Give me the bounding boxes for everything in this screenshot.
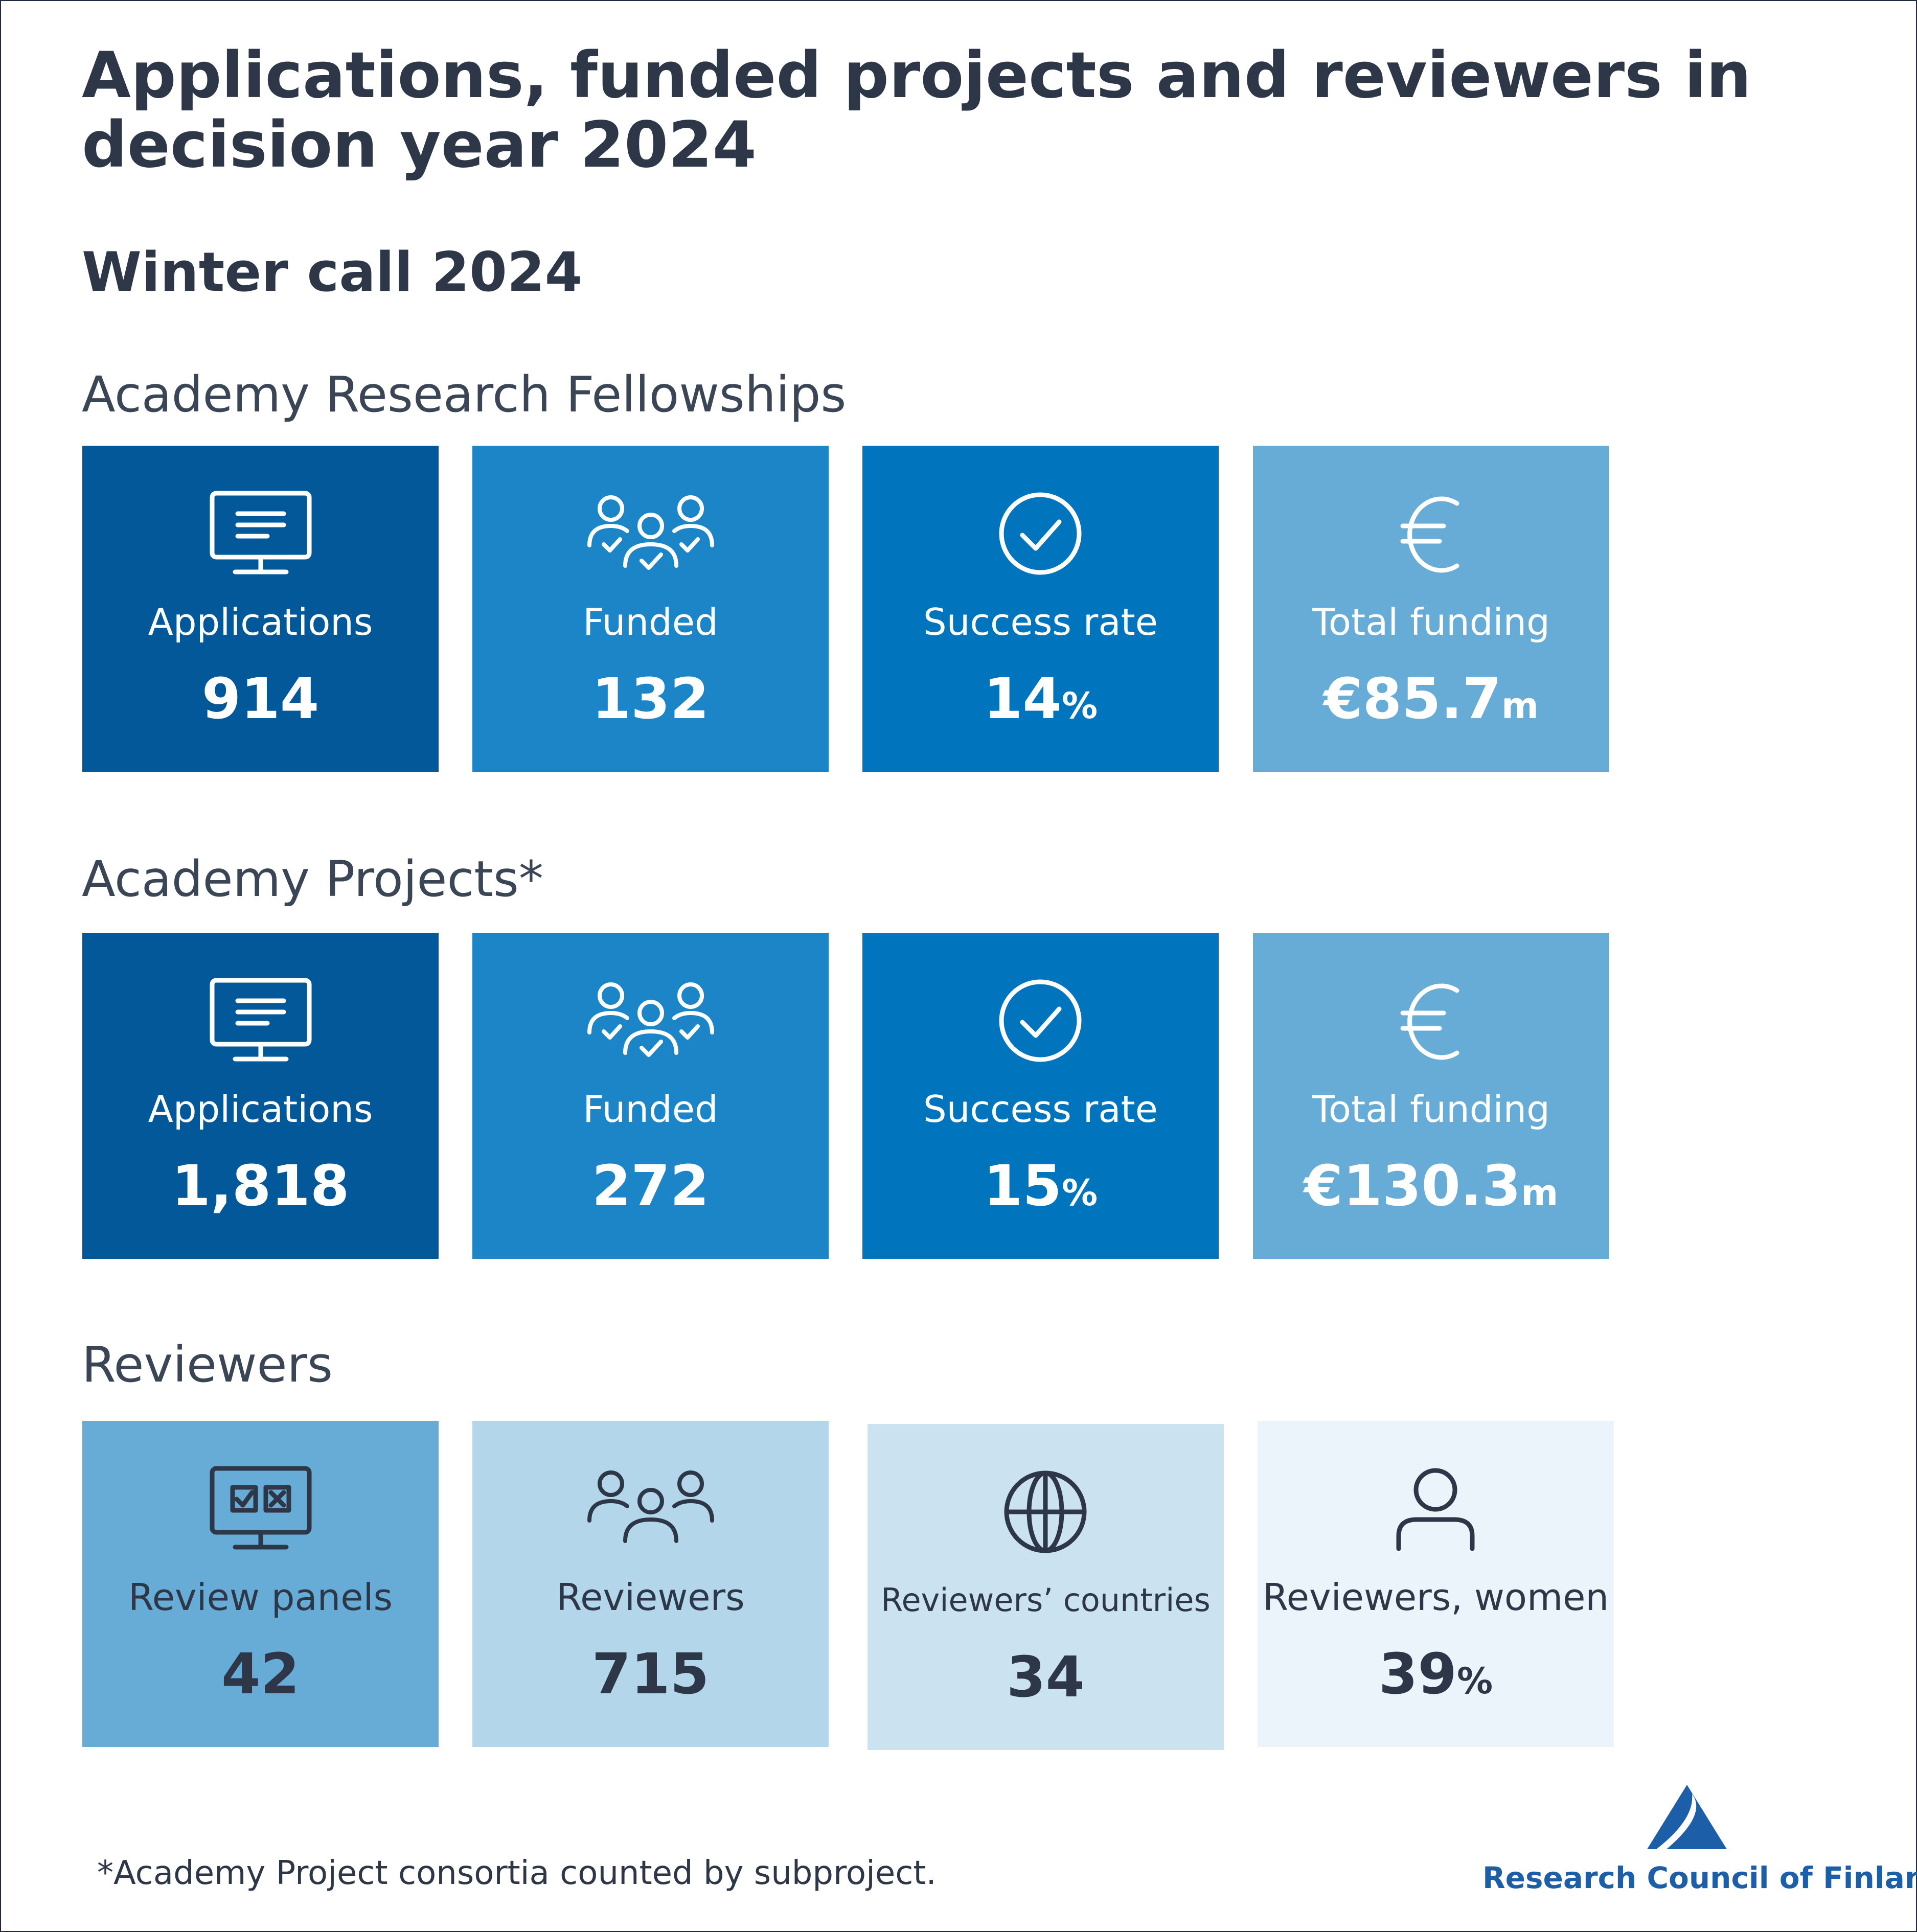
tile-label: Total funding	[1312, 601, 1550, 643]
tile-fellowships-funded: Funded 132	[472, 446, 829, 772]
tile-label: Applications	[148, 601, 373, 643]
tile-review-panels: Review panels 42	[82, 1421, 439, 1747]
tile-label: Total funding	[1312, 1088, 1550, 1131]
tile-label: Success rate	[923, 601, 1158, 643]
tile-value: 39%	[1378, 1641, 1493, 1707]
section-heading-reviewers: Reviewers	[82, 1336, 333, 1393]
tile-label: Reviewers’ countries	[881, 1581, 1211, 1619]
tile-value: 15%	[983, 1153, 1098, 1218]
section-heading-projects: Academy Projects*	[82, 850, 543, 908]
euro-icon	[1253, 976, 1609, 1066]
tile-value: €130.3m	[1304, 1153, 1559, 1218]
tile-projects-applications: Applications 1,818	[82, 933, 439, 1259]
section-heading-fellowships: Academy Research Fellowships	[82, 366, 847, 423]
page-title: Applications, funded projects and review…	[82, 39, 1751, 182]
tile-value: 914	[201, 666, 320, 731]
tile-fellowships-total-funding: Total funding €85.7m	[1253, 446, 1609, 772]
person-icon	[1258, 1464, 1614, 1554]
check-circle-icon	[862, 976, 1219, 1066]
tile-value: 715	[591, 1641, 710, 1707]
tile-projects-total-funding: Total funding €130.3m	[1253, 933, 1609, 1259]
tile-value: 42	[221, 1641, 300, 1707]
tile-fellowships-applications: Applications 914	[82, 446, 439, 772]
tile-value: 1,818	[171, 1153, 350, 1218]
tile-label: Funded	[583, 1088, 718, 1131]
check-circle-icon	[862, 489, 1219, 579]
tile-label: Review panels	[128, 1576, 393, 1619]
triangle-logo-icon	[1647, 1785, 1727, 1849]
organization-logo: Research Council of Finland	[1482, 1784, 1917, 1906]
tile-fellowships-success-rate: Success rate 14%	[862, 446, 1219, 772]
tile-label: Reviewers, women	[1262, 1576, 1609, 1619]
people-check-icon	[472, 489, 829, 579]
logo-text: Research Council of Finland	[1482, 1860, 1917, 1895]
tile-label: Reviewers	[556, 1576, 745, 1619]
tile-label: Funded	[583, 601, 718, 643]
tile-reviewers-women: Reviewers, women 39%	[1258, 1421, 1614, 1747]
monitor-checkbox-icon	[82, 1464, 439, 1554]
tile-value: 132	[591, 666, 710, 731]
tile-projects-success-rate: Success rate 15%	[862, 933, 1219, 1259]
people-check-icon	[472, 976, 829, 1066]
tile-value: €85.7m	[1323, 666, 1539, 731]
tile-value: 34	[1006, 1644, 1085, 1710]
tile-label: Applications	[148, 1088, 373, 1131]
tile-reviewers-countries: Reviewers’ countries 34	[868, 1424, 1224, 1750]
monitor-document-icon	[82, 976, 439, 1066]
people-group-icon	[472, 1464, 829, 1554]
tile-projects-funded: Funded 272	[472, 933, 829, 1259]
tile-label: Success rate	[923, 1088, 1158, 1131]
globe-icon	[868, 1467, 1224, 1557]
tile-value: 272	[591, 1153, 710, 1218]
footnote: *Academy Project consortia counted by su…	[97, 1854, 937, 1892]
monitor-document-icon	[82, 489, 439, 579]
euro-icon	[1253, 489, 1609, 579]
page-subtitle: Winter call 2024	[82, 241, 583, 304]
tile-reviewers: Reviewers 715	[472, 1421, 829, 1747]
tile-value: 14%	[983, 666, 1098, 731]
